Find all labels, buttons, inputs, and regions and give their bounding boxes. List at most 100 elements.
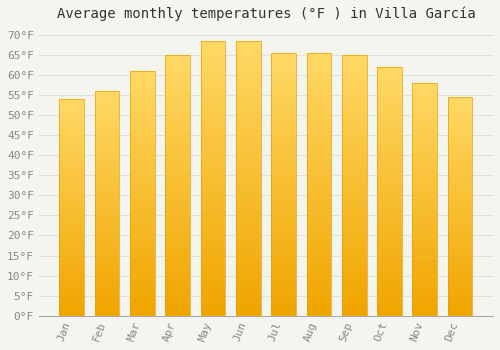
Bar bbox=[377, 181, 402, 186]
Bar bbox=[377, 82, 402, 87]
Bar bbox=[94, 230, 120, 235]
Bar bbox=[377, 87, 402, 92]
Bar bbox=[236, 277, 260, 283]
Bar bbox=[236, 261, 260, 266]
Bar bbox=[236, 57, 260, 63]
Bar bbox=[236, 294, 260, 299]
Bar bbox=[306, 242, 331, 247]
Bar bbox=[412, 167, 437, 172]
Bar bbox=[200, 222, 226, 228]
Bar bbox=[130, 198, 155, 203]
Bar bbox=[271, 263, 296, 268]
Bar bbox=[130, 71, 155, 316]
Bar bbox=[130, 149, 155, 154]
Bar bbox=[166, 86, 190, 91]
Bar bbox=[60, 99, 84, 103]
Bar bbox=[60, 164, 84, 168]
Bar bbox=[94, 217, 120, 221]
Bar bbox=[200, 195, 226, 200]
Bar bbox=[271, 279, 296, 284]
Bar bbox=[448, 167, 472, 172]
Bar bbox=[377, 186, 402, 191]
Bar bbox=[448, 136, 472, 141]
Bar bbox=[166, 206, 190, 211]
Bar bbox=[448, 254, 472, 259]
Bar bbox=[412, 241, 437, 246]
Bar bbox=[377, 127, 402, 132]
Bar bbox=[94, 100, 120, 105]
Bar bbox=[236, 68, 260, 74]
Bar bbox=[200, 151, 226, 156]
Bar bbox=[130, 188, 155, 193]
Bar bbox=[130, 144, 155, 149]
Bar bbox=[412, 293, 437, 297]
Bar bbox=[166, 264, 190, 269]
Bar bbox=[236, 173, 260, 178]
Bar bbox=[166, 118, 190, 123]
Bar bbox=[130, 237, 155, 242]
Bar bbox=[166, 154, 190, 159]
Bar bbox=[342, 138, 366, 143]
Bar bbox=[271, 69, 296, 74]
Bar bbox=[166, 238, 190, 243]
Bar bbox=[166, 133, 190, 138]
Bar bbox=[342, 243, 366, 248]
Bar bbox=[306, 111, 331, 116]
Bar bbox=[94, 109, 120, 113]
Bar bbox=[271, 226, 296, 232]
Bar bbox=[342, 60, 366, 65]
Bar bbox=[200, 52, 226, 57]
Bar bbox=[130, 125, 155, 130]
Bar bbox=[60, 229, 84, 233]
Bar bbox=[94, 208, 120, 212]
Bar bbox=[306, 84, 331, 90]
Bar bbox=[306, 232, 331, 237]
Bar bbox=[342, 55, 366, 60]
Bar bbox=[130, 218, 155, 223]
Bar bbox=[448, 176, 472, 180]
Bar bbox=[271, 137, 296, 142]
Bar bbox=[377, 97, 402, 102]
Bar bbox=[60, 272, 84, 277]
Bar bbox=[271, 221, 296, 226]
Bar bbox=[271, 190, 296, 195]
Bar bbox=[412, 204, 437, 209]
Bar bbox=[166, 305, 190, 310]
Bar bbox=[306, 105, 331, 111]
Bar bbox=[448, 276, 472, 281]
Bar bbox=[94, 311, 120, 316]
Bar bbox=[377, 92, 402, 97]
Bar bbox=[342, 300, 366, 305]
Bar bbox=[166, 170, 190, 175]
Bar bbox=[94, 176, 120, 181]
Bar bbox=[200, 266, 226, 272]
Bar bbox=[60, 116, 84, 121]
Bar bbox=[271, 132, 296, 137]
Bar bbox=[306, 258, 331, 263]
Bar bbox=[94, 212, 120, 217]
Bar bbox=[94, 253, 120, 257]
Bar bbox=[166, 144, 190, 149]
Bar bbox=[130, 193, 155, 198]
Bar bbox=[130, 178, 155, 183]
Bar bbox=[166, 190, 190, 196]
Bar bbox=[200, 173, 226, 178]
Bar bbox=[271, 174, 296, 179]
Bar bbox=[448, 211, 472, 215]
Bar bbox=[130, 96, 155, 100]
Bar bbox=[166, 55, 190, 60]
Bar bbox=[306, 190, 331, 195]
Bar bbox=[342, 201, 366, 206]
Bar bbox=[342, 133, 366, 138]
Bar bbox=[412, 186, 437, 190]
Bar bbox=[448, 114, 472, 119]
Bar bbox=[236, 112, 260, 118]
Bar bbox=[306, 137, 331, 142]
Bar bbox=[448, 106, 472, 110]
Bar bbox=[271, 142, 296, 147]
Bar bbox=[271, 274, 296, 279]
Bar bbox=[130, 203, 155, 208]
Bar bbox=[306, 174, 331, 179]
Bar bbox=[306, 195, 331, 200]
Bar bbox=[412, 139, 437, 144]
